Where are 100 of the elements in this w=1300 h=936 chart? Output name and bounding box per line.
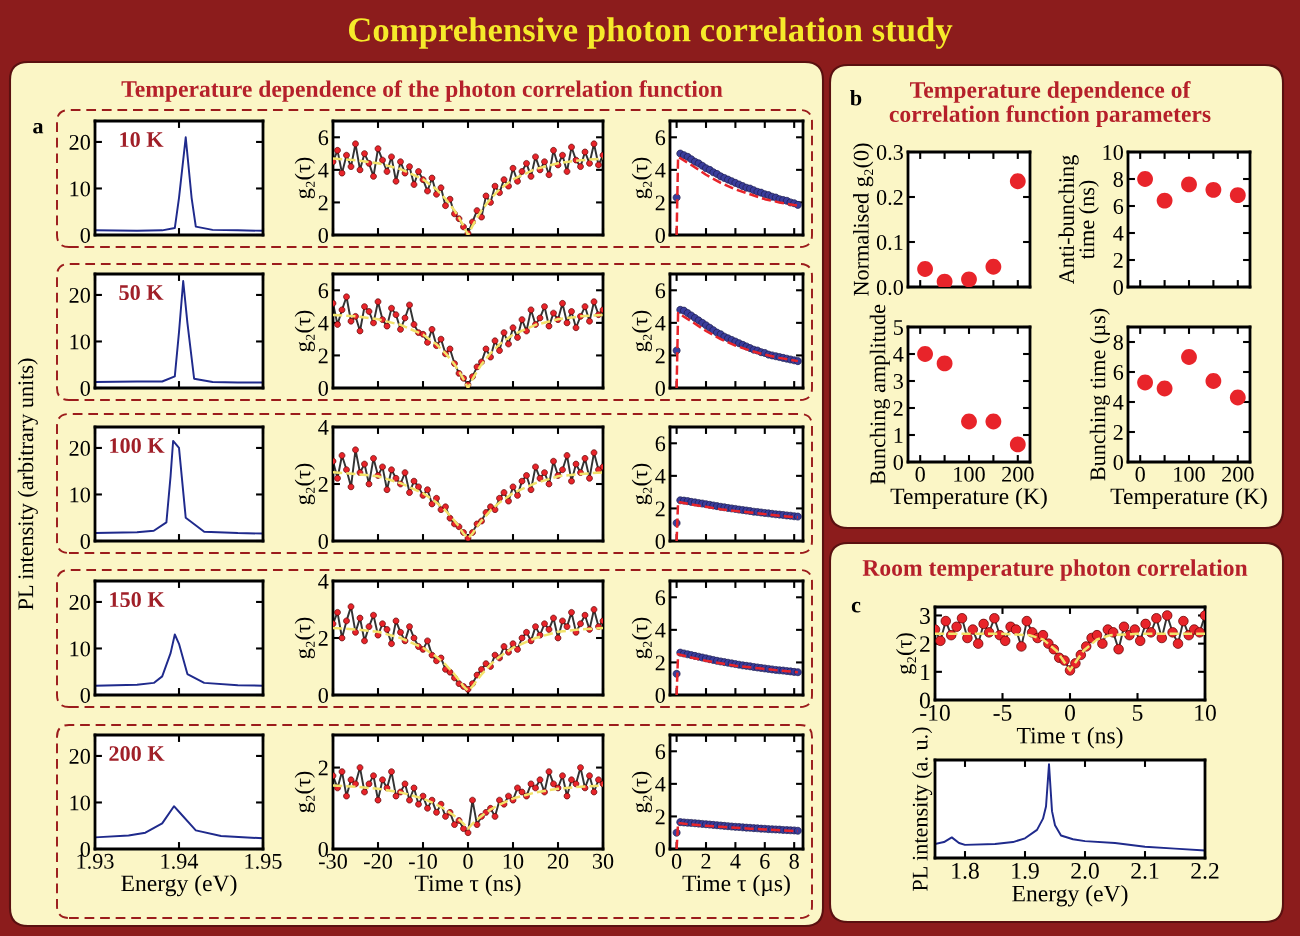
- y-tick-label: 2: [1113, 424, 1123, 440]
- y-tick-label: 3: [893, 373, 903, 389]
- y-axis-title: Bunching amplitude: [869, 304, 890, 485]
- y-tick-label: 1: [894, 428, 903, 443]
- y-axis-title: g₂(τ): [294, 771, 315, 813]
- y-tick-label: 0: [80, 687, 90, 703]
- x-tick-label: -5: [993, 705, 1012, 721]
- y-axis-title: Anti-bunching time (ns): [1058, 155, 1099, 285]
- x-tick-label: 10: [1195, 704, 1216, 721]
- y-tick-label: 6: [318, 283, 329, 299]
- y-axis-title: g₂(τ): [294, 157, 315, 199]
- y-tick-label: 4: [655, 776, 666, 792]
- x-axis-title: Temperature (K): [890, 487, 1047, 510]
- y-tick-label: 10: [1103, 144, 1123, 160]
- y-tick-label: 10: [70, 487, 90, 503]
- x-axis-title: Time τ (ns): [414, 874, 521, 897]
- y-tick-label: 20: [69, 134, 90, 150]
- annotation: 50 K: [119, 285, 164, 301]
- y-tick-label: 2: [655, 809, 665, 825]
- y-tick-label: 2: [1113, 252, 1123, 268]
- y-tick-label: 6: [1113, 198, 1124, 214]
- y-tick-label: 0: [655, 227, 665, 243]
- y-axis-title: PL intensity (a. u.): [912, 727, 933, 891]
- y-axis-title: g₂(τ): [294, 463, 315, 505]
- y-tick-label: 4: [1113, 226, 1124, 241]
- y-axis-title: Bunching time (µs): [1089, 308, 1110, 481]
- y-tick-label: 10: [70, 334, 90, 350]
- y-tick-label: 10: [70, 795, 90, 811]
- y-axis-title: g₂(τ): [631, 771, 652, 813]
- x-tick-label: 20: [547, 853, 569, 869]
- y-axis-title: g₂(τ): [631, 157, 652, 199]
- y-tick-label: 0: [655, 533, 665, 549]
- y-tick-label: 0: [1113, 454, 1123, 470]
- y-tick-label: 10: [70, 641, 90, 657]
- x-tick-label: 2: [701, 853, 711, 869]
- annotation: 10 K: [120, 132, 164, 148]
- y-tick-label: 4: [655, 315, 666, 331]
- x-tick-label: 5: [1132, 705, 1143, 721]
- x-tick-label: 1.95: [245, 853, 282, 869]
- chart-title: Room temperature photon correlation: [862, 559, 1248, 581]
- y-tick-label: 4: [318, 162, 329, 178]
- y-tick-label: 4: [655, 162, 666, 178]
- text: Temperature dependence of the photon correlation function: [121, 80, 723, 102]
- y-tick-label: 6: [1113, 364, 1124, 380]
- x-tick-label: 2.2: [1191, 862, 1219, 879]
- y-tick-label: 4: [318, 420, 329, 435]
- y-tick-label: 6: [655, 283, 666, 299]
- x-tick-label: 4: [730, 853, 741, 869]
- x-tick-label: 0: [671, 853, 682, 869]
- x-tick-label: 2.1: [1131, 862, 1159, 879]
- y-tick-label: 0: [318, 227, 328, 243]
- y-axis-title: Normalised g₂(0): [853, 143, 874, 296]
- y-axis-title: g₂(τ): [896, 633, 917, 674]
- y-tick-label: 8: [1113, 334, 1123, 350]
- y-tick-label: 4: [318, 574, 329, 589]
- x-tick-label: 200: [1222, 466, 1254, 482]
- x-tick-label: 200: [1002, 466, 1034, 482]
- x-tick-label: 0: [1065, 704, 1075, 721]
- y-tick-label: 0.2: [876, 189, 903, 206]
- y-tick-label: 10: [70, 181, 90, 197]
- y-tick-label: 0.0: [876, 279, 903, 296]
- y-tick-label: 2: [655, 655, 665, 671]
- text: Comprehensive photon correlation study: [348, 17, 953, 49]
- x-tick-label: 100: [1174, 466, 1205, 482]
- x-tick-label: 10: [503, 853, 524, 869]
- annotation: 150 K: [110, 592, 165, 608]
- x-axis-title: Time τ (ns): [1016, 726, 1123, 749]
- y-tick-label: 6: [318, 130, 329, 146]
- y-tick-label: 0: [318, 380, 328, 396]
- y-tick-label: 4: [655, 622, 666, 638]
- y-tick-label: 0: [318, 533, 328, 549]
- x-tick-label: 1.94: [161, 853, 199, 869]
- x-tick-label: 1.9: [1012, 862, 1039, 879]
- y-tick-label: 2: [318, 760, 328, 776]
- x-tick-label: 30: [592, 853, 614, 869]
- y-tick-label: 0: [655, 841, 665, 857]
- x-tick-label: -10: [409, 853, 437, 869]
- x-axis-title: Time τ (µs): [682, 874, 790, 897]
- x-tick-label: 6: [760, 853, 770, 869]
- y-tick-label: 2: [893, 400, 903, 416]
- x-axis-title: Energy (eV): [1012, 884, 1128, 907]
- y-tick-label: 6: [655, 744, 666, 760]
- x-tick-label: 2.0: [1071, 862, 1099, 879]
- y-tick-label: 0: [80, 533, 90, 549]
- y-tick-label: 2: [655, 501, 665, 517]
- y-tick-label: 2: [920, 636, 930, 652]
- text: b: [850, 89, 862, 106]
- y-tick-label: 2: [655, 195, 665, 211]
- x-tick-label: 8: [789, 853, 799, 869]
- y-tick-label: 0: [80, 227, 90, 243]
- y-axis-title: PL intensity (arbitrary units): [17, 358, 38, 610]
- y-tick-label: 0: [1113, 279, 1123, 295]
- y-tick-label: 20: [69, 748, 90, 764]
- x-tick-label: 0: [463, 853, 473, 869]
- x-tick-label: 100: [954, 466, 985, 482]
- y-tick-label: 6: [655, 130, 666, 146]
- y-tick-label: 5: [894, 320, 903, 335]
- y-tick-label: 4: [893, 347, 904, 362]
- y-tick-label: 0: [655, 687, 665, 703]
- y-tick-label: 0: [655, 380, 665, 396]
